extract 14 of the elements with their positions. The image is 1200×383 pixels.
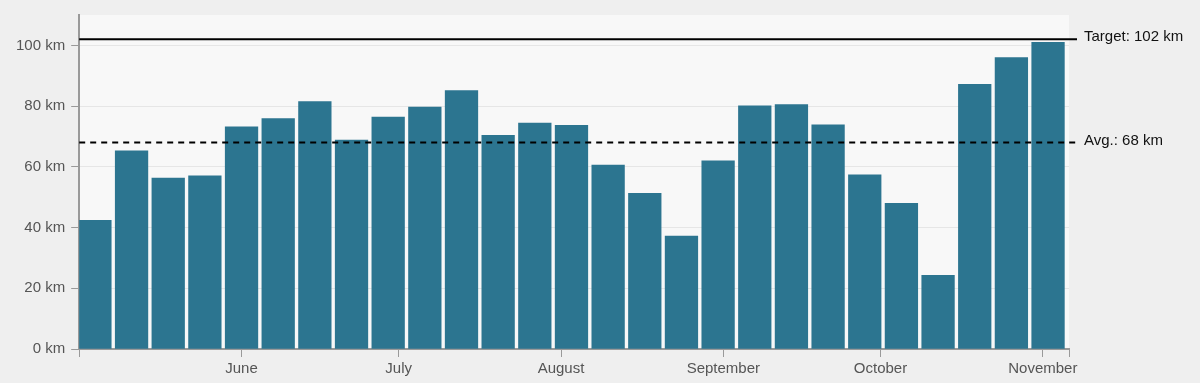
x-tick-label: October bbox=[853, 359, 908, 377]
y-tick-label: 80 km bbox=[24, 96, 66, 114]
y-tick-label: 40 km bbox=[24, 217, 66, 235]
ref-line-label: Target: 102 km bbox=[1084, 27, 1184, 45]
x-tick-label: August bbox=[537, 359, 586, 377]
ref-line-label: Avg.: 68 km bbox=[1084, 130, 1163, 148]
y-tick-label: 60 km bbox=[24, 156, 66, 174]
x-tick-label: November bbox=[1008, 359, 1078, 377]
x-tick-label: September bbox=[686, 359, 761, 377]
y-tick-label: 0 km bbox=[32, 339, 66, 357]
x-tick-label: July bbox=[385, 359, 413, 377]
x-tick-label: June bbox=[225, 359, 258, 377]
y-tick-label: 20 km bbox=[24, 278, 66, 296]
y-tick-label: 100 km bbox=[15, 35, 66, 53]
